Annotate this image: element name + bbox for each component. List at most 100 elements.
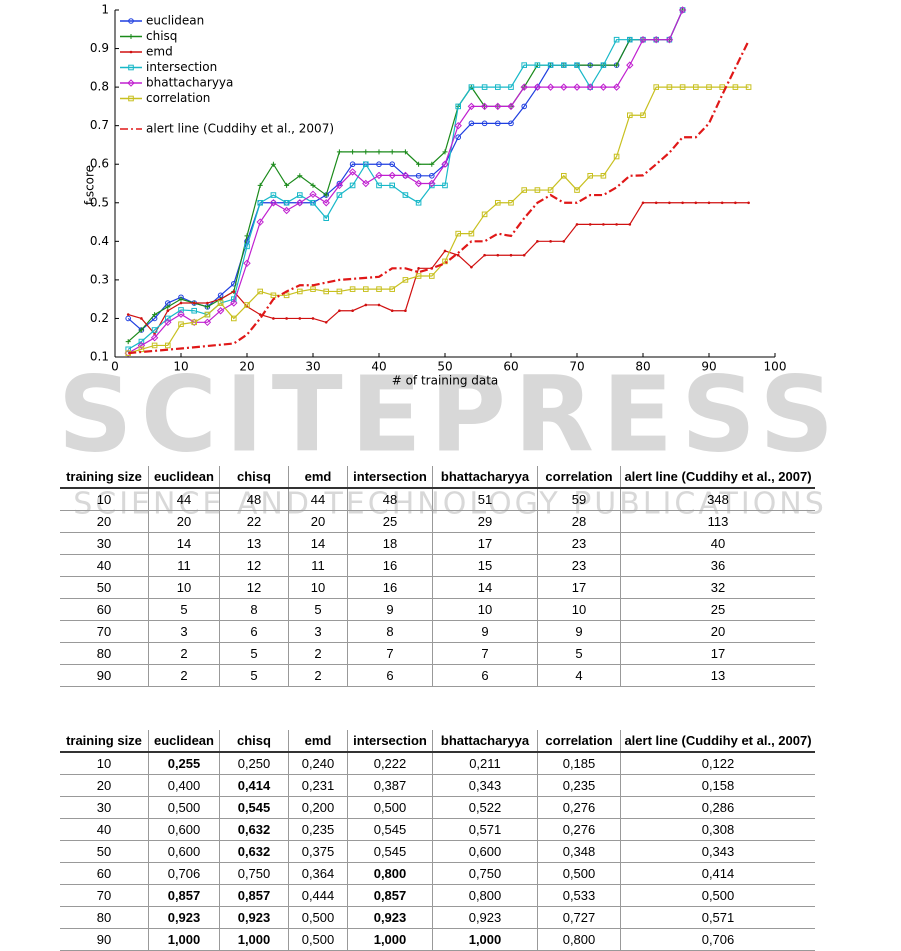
data-point [165, 304, 171, 310]
data-point [549, 240, 552, 243]
data-point [323, 192, 329, 198]
data-point [164, 318, 172, 327]
legend-label: intersection [146, 60, 217, 74]
x-tick-label: 50 [437, 360, 452, 374]
data-point [428, 179, 436, 188]
table-cell: 36 [620, 554, 815, 577]
table-cell: 10 [60, 488, 149, 511]
table-cell: 60 [60, 862, 149, 885]
x-tick-label: 40 [371, 360, 386, 374]
data-point [150, 334, 159, 342]
table-cell: 0,600 [432, 840, 538, 863]
data-point [389, 182, 395, 189]
data-point [560, 83, 568, 91]
data-point [520, 83, 528, 91]
table-cell: 22 [219, 510, 289, 533]
table-cell: 0,276 [537, 818, 621, 841]
data-point [626, 61, 634, 69]
table-cell: 20 [148, 510, 220, 533]
table-cell: 90 [60, 928, 149, 951]
data-point [165, 342, 171, 349]
table-cell: 1,000 [347, 928, 433, 951]
data-point [454, 121, 462, 130]
table-cell: 11 [288, 554, 348, 577]
table-cell: 16 [347, 554, 433, 577]
header-cell: emd [288, 466, 348, 489]
legend-label: chisq [146, 29, 177, 43]
table-cell: 16 [347, 576, 433, 599]
data-point [574, 62, 580, 68]
data-point [429, 172, 435, 179]
data-point [442, 149, 448, 155]
table-cell: 0,800 [347, 862, 433, 885]
table-cell: 0,500 [620, 884, 815, 907]
table-cell: 5 [148, 598, 220, 621]
table-cell: 5 [219, 664, 289, 687]
data-point [178, 321, 184, 328]
table-cell: 44 [288, 488, 348, 511]
x-tick-label: 80 [635, 360, 650, 374]
data-point [652, 35, 660, 44]
data-point [310, 199, 316, 206]
data-point [336, 192, 343, 198]
table-cell: 5 [537, 642, 621, 665]
header-cell: bhattacharyya [432, 466, 538, 489]
table-cell: 25 [620, 598, 815, 621]
data-point [349, 182, 356, 189]
legend-label: bhattacharyya [146, 76, 233, 90]
data-point [574, 187, 580, 193]
legend-marker [128, 18, 134, 24]
data-point [270, 161, 276, 167]
data-point [613, 36, 620, 43]
data-point [350, 149, 356, 155]
table-cell: 0,706 [620, 928, 815, 951]
data-point [138, 338, 145, 345]
table-cell: 6 [347, 664, 433, 687]
data-point [244, 233, 250, 239]
data-point [429, 273, 435, 279]
table-cell: 59 [537, 488, 621, 511]
table-row: 90 2 5 2 6 6 4 13 [60, 664, 815, 687]
data-point [269, 199, 278, 207]
y-tick-label: 0.5 [90, 195, 109, 209]
data-point [297, 192, 303, 198]
data-point [323, 288, 329, 295]
header-cell: euclidean [148, 730, 220, 753]
data-point [681, 201, 684, 205]
header-cell: euclidean [148, 466, 220, 489]
data-point [614, 62, 620, 68]
data-point [151, 342, 158, 349]
data-point [694, 201, 698, 205]
table-cell: 0,857 [219, 884, 289, 907]
data-point [192, 301, 196, 305]
header-cell: training size [60, 466, 149, 489]
data-point [441, 160, 449, 168]
series-line [128, 40, 750, 355]
table-cell: 10 [537, 598, 621, 621]
table-row: 20 20 22 20 25 29 28 113 [60, 510, 815, 533]
table-cell: 9 [432, 620, 538, 643]
y-tick-label: 0.1 [90, 350, 109, 364]
table-cell: 44 [148, 488, 220, 511]
data-point [257, 199, 263, 206]
table-cell: 25 [347, 510, 433, 533]
y-axis-label: f-score [83, 165, 97, 205]
table-cell: 0,375 [288, 840, 348, 863]
data-point [414, 179, 423, 188]
table-cell: 7 [347, 642, 433, 665]
data-point [402, 192, 409, 198]
data-point [706, 84, 712, 90]
x-tick-label: 20 [239, 360, 254, 374]
table-cell: 50 [60, 576, 149, 599]
data-point [455, 103, 461, 110]
data-point [363, 286, 369, 292]
table-cell: 51 [432, 488, 538, 511]
data-point [588, 223, 592, 226]
table-cell: 0,250 [219, 752, 289, 775]
data-point [467, 102, 476, 111]
data-point [442, 182, 448, 189]
table-cell: 0,600 [148, 818, 220, 841]
y-tick-label: 0.6 [90, 157, 109, 171]
table-cell: 0,276 [537, 796, 621, 819]
data-point [693, 84, 699, 90]
